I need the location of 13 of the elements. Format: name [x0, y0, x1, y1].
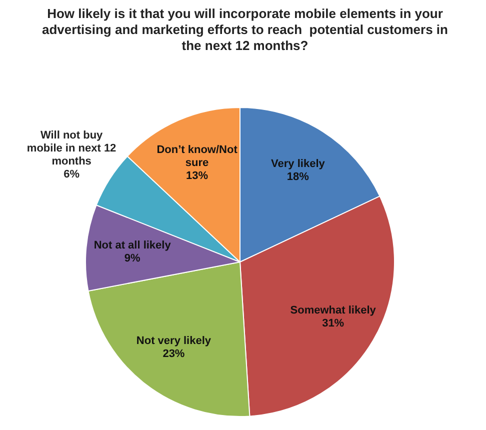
slice-label: Will not buy mobile in next 12 months — [26, 130, 116, 168]
slice-label: Don’t know/Not sure — [156, 144, 238, 169]
slice-label: Not at all likely — [94, 239, 172, 252]
data-label: 18% — [286, 171, 310, 184]
slice-label: Very likely — [271, 158, 326, 170]
data-label: 23% — [162, 348, 185, 360]
slice-label: Not very likely — [136, 334, 212, 347]
data-label: 6% — [64, 168, 80, 181]
chart-title: How likely is it that you will incorporate mobile elements in your advertising and marketing efforts to reach potential customers in the next 12 months? — [41, 6, 449, 54]
data-label: 13% — [186, 170, 208, 182]
slice-label: Somewhat likely — [290, 304, 377, 317]
data-label: 31% — [322, 318, 344, 330]
data-label: 9% — [124, 252, 140, 264]
